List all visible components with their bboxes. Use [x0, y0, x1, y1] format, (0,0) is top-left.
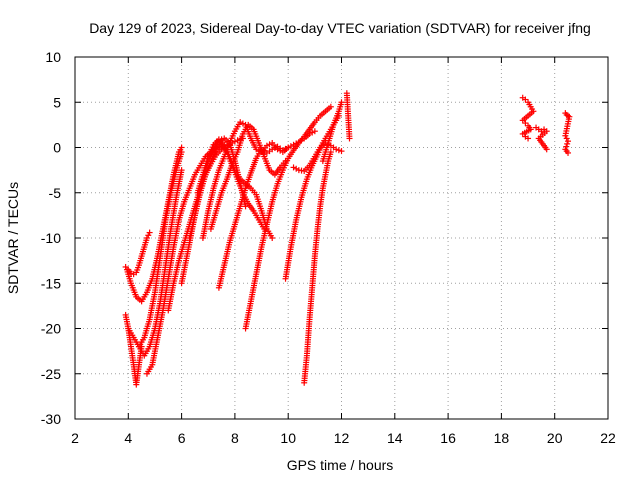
series-arc-1: [122, 229, 153, 278]
data-point: [565, 138, 572, 145]
x-tick-label: 6: [178, 430, 186, 446]
x-tick-label: 10: [280, 430, 296, 446]
x-tick-label: 14: [387, 430, 403, 446]
data-point: [282, 145, 289, 152]
data-point: [293, 165, 300, 172]
x-tick-label: 22: [600, 430, 616, 446]
data-point: [338, 99, 345, 106]
data-point: [145, 232, 152, 239]
x-tick-label: 18: [494, 430, 510, 446]
data-point: [122, 263, 129, 270]
data-point: [335, 147, 342, 154]
series-arc-22: [562, 110, 573, 156]
y-tick-label: -25: [41, 366, 61, 382]
series-arc-21: [533, 124, 550, 153]
data-point: [519, 117, 526, 124]
data-point: [279, 147, 286, 154]
y-tick-label: -20: [41, 321, 61, 337]
data-point: [327, 103, 334, 110]
data-point: [522, 96, 529, 103]
data-point: [565, 149, 572, 156]
grid-lines: [75, 57, 608, 419]
data-point: [309, 129, 316, 136]
y-tick-label: -30: [41, 411, 61, 427]
x-axis: 2 4 6 8 10 12 14 16 18 20 22: [71, 57, 616, 446]
x-tick-label: 12: [334, 430, 350, 446]
x-axis-label: GPS time / hours: [287, 457, 394, 473]
data-point: [543, 146, 550, 153]
x-tick-label: 8: [231, 430, 239, 446]
data-point: [263, 142, 270, 149]
data-point: [564, 140, 571, 147]
x-tick-label: 2: [71, 430, 79, 446]
y-tick-label: -15: [41, 275, 61, 291]
data-point: [525, 135, 532, 142]
y-axis-label: SDTVAR / TECUs: [5, 182, 21, 294]
data-point: [563, 135, 570, 142]
data-point: [290, 164, 297, 171]
data-point: [327, 149, 334, 156]
data-point: [285, 144, 292, 151]
data-point: [519, 130, 526, 137]
data-point: [242, 203, 249, 210]
chart-title: Day 129 of 2023, Sidereal Day-to-day VTE…: [89, 20, 591, 36]
y-tick-label: 0: [53, 140, 61, 156]
data-point: [271, 144, 278, 151]
data-point: [562, 132, 569, 139]
x-tick-label: 20: [547, 430, 563, 446]
data-point: [565, 112, 572, 119]
data-point: [253, 146, 260, 153]
series-arc-11: [199, 119, 292, 241]
series-arc-12: [207, 121, 289, 232]
x-tick-label: 16: [440, 430, 456, 446]
y-tick-label: -5: [49, 185, 62, 201]
data-point: [231, 138, 238, 145]
data-point: [269, 146, 276, 153]
series-arc-18: [319, 99, 345, 165]
data-point: [143, 235, 150, 241]
data-point: [522, 120, 529, 127]
data-point: [333, 146, 340, 153]
data-point: [146, 229, 153, 236]
series-arc-14: [242, 103, 334, 332]
x-tick-label: 4: [124, 430, 132, 446]
data-point: [266, 141, 273, 148]
data-point: [311, 128, 318, 135]
y-axis: -30 -25 -20 -15 -10 -5 0 5 10: [41, 49, 608, 427]
data-points: [122, 90, 573, 388]
data-point: [178, 167, 185, 174]
data-point: [127, 270, 134, 277]
y-tick-label: -10: [41, 230, 61, 246]
series-arc-19: [343, 90, 353, 142]
data-point: [338, 148, 345, 155]
series-arc-16: [301, 149, 334, 386]
data-point: [346, 135, 353, 142]
y-tick-label: 10: [45, 49, 61, 65]
data-point: [237, 119, 244, 126]
data-point: [287, 143, 294, 150]
data-point: [269, 235, 276, 241]
y-tick-label: 5: [53, 94, 61, 110]
series-arc-20: [519, 94, 537, 142]
data-point: [178, 149, 185, 156]
data-point: [239, 120, 246, 127]
